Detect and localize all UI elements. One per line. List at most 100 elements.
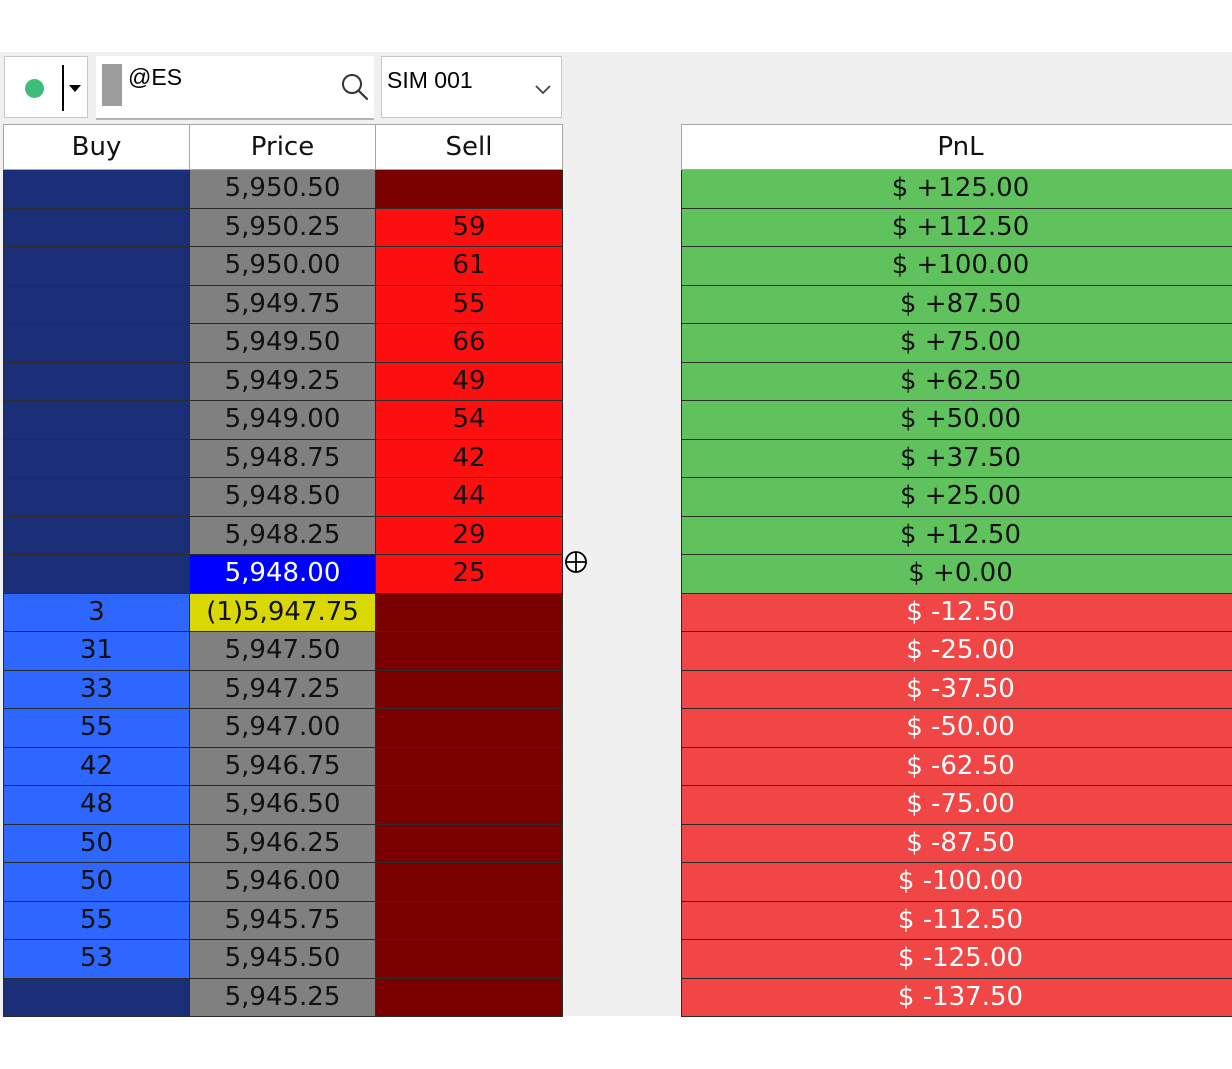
price-cell[interactable]: 5,948.00	[189, 554, 376, 594]
pnl-cell: $ +50.00	[681, 400, 1232, 440]
price-cell[interactable]: 5,949.00	[189, 400, 376, 440]
sell-cell[interactable]: 55	[375, 284, 563, 324]
price-cell[interactable]: 5,945.50	[189, 939, 376, 979]
sell-cell[interactable]: 49	[375, 361, 563, 401]
pnl-row: $ -87.50	[681, 823, 1232, 863]
price-cell[interactable]: 5,949.75	[189, 284, 376, 324]
sell-cell[interactable]	[375, 669, 563, 709]
sell-cell[interactable]	[375, 823, 563, 863]
price-cell[interactable]: 5,948.50	[189, 477, 376, 517]
pnl-cell: $ +87.50	[681, 284, 1232, 324]
buy-cell[interactable]	[3, 323, 190, 363]
pnl-cell: $ -125.00	[681, 939, 1232, 979]
price-column-header[interactable]: Price	[189, 124, 376, 170]
ladder-row: 5,949.25 49	[3, 361, 563, 401]
price-cell[interactable]: 5,946.75	[189, 746, 376, 786]
pnl-row: $ +62.50	[681, 361, 1232, 401]
sell-cell[interactable]: 59	[375, 207, 563, 247]
pnl-cell: $ +0.00	[681, 554, 1232, 594]
pnl-row: $ +37.50	[681, 438, 1232, 478]
price-cell[interactable]: 5,949.25	[189, 361, 376, 401]
account-value: SIM 001	[387, 67, 473, 93]
buy-cell[interactable]: 33	[3, 669, 190, 709]
dom-trading-window: @ES SIM 001 Buy Price Sell 5,950.50 5,950…	[0, 52, 1232, 1017]
price-cell[interactable]: 5,948.75	[189, 438, 376, 478]
buy-cell[interactable]	[3, 169, 190, 209]
buy-cell[interactable]: 31	[3, 631, 190, 671]
sell-column-header[interactable]: Sell	[375, 124, 563, 170]
price-cell[interactable]: 5,947.50	[189, 631, 376, 671]
sell-cell[interactable]: 29	[375, 515, 563, 555]
price-cell[interactable]: 5,950.50	[189, 169, 376, 209]
chevron-down-icon[interactable]	[534, 83, 552, 95]
buy-cell[interactable]	[3, 207, 190, 247]
sell-cell[interactable]	[375, 977, 563, 1017]
buy-cell[interactable]: 55	[3, 900, 190, 940]
sell-cell[interactable]	[375, 708, 563, 748]
sell-cell[interactable]: 42	[375, 438, 563, 478]
account-select[interactable]: SIM 001	[381, 56, 562, 118]
sell-cell[interactable]: 54	[375, 400, 563, 440]
search-icon[interactable]	[340, 72, 370, 102]
price-cell[interactable]: 5,946.25	[189, 823, 376, 863]
symbol-text[interactable]: @ES	[128, 64, 183, 90]
buy-cell[interactable]	[3, 246, 190, 286]
buy-cell[interactable]	[3, 554, 190, 594]
buy-cell[interactable]	[3, 977, 190, 1017]
pnl-row: $ +100.00	[681, 246, 1232, 286]
price-cell[interactable]: 5,946.50	[189, 785, 376, 825]
pnl-cell: $ +62.50	[681, 361, 1232, 401]
sell-cell[interactable]	[375, 746, 563, 786]
pnl-row: $ -137.50	[681, 977, 1232, 1017]
ladder-row: 42 5,946.75	[3, 746, 563, 786]
sell-cell[interactable]	[375, 631, 563, 671]
price-cell[interactable]: (1)5,947.75	[189, 592, 376, 632]
price-cell[interactable]: 5,947.00	[189, 708, 376, 748]
caret-down-icon[interactable]	[69, 85, 81, 92]
sell-cell[interactable]	[375, 785, 563, 825]
symbol-input[interactable]: @ES	[96, 56, 374, 120]
ladder-row: 5,950.00 61	[3, 246, 563, 286]
buy-cell[interactable]	[3, 361, 190, 401]
price-cell[interactable]: 5,950.00	[189, 246, 376, 286]
buy-column-header[interactable]: Buy	[3, 124, 190, 170]
price-cell[interactable]: 5,946.00	[189, 862, 376, 902]
sell-cell[interactable]	[375, 939, 563, 979]
ladder-row: 50 5,946.00	[3, 862, 563, 902]
buy-cell[interactable]: 55	[3, 708, 190, 748]
pnl-column-header[interactable]: PnL	[681, 124, 1232, 170]
buy-cell[interactable]: 53	[3, 939, 190, 979]
price-cell[interactable]: 5,945.25	[189, 977, 376, 1017]
ladder-row: 5,949.75 55	[3, 284, 563, 324]
pnl-row: $ -37.50	[681, 669, 1232, 709]
buy-cell[interactable]	[3, 400, 190, 440]
sell-cell[interactable]	[375, 862, 563, 902]
buy-cell[interactable]: 48	[3, 785, 190, 825]
connection-status-dropdown[interactable]	[4, 56, 88, 118]
buy-cell[interactable]	[3, 515, 190, 555]
pnl-row: $ -75.00	[681, 785, 1232, 825]
pnl-ladder: PnL $ +125.00 $ +112.50 $ +100.00 $ +87.50 $…	[681, 124, 1232, 1017]
buy-cell[interactable]: 3	[3, 592, 190, 632]
pnl-row: $ +87.50	[681, 284, 1232, 324]
buy-cell[interactable]	[3, 284, 190, 324]
sell-cell[interactable]	[375, 592, 563, 632]
pnl-cell: $ -87.50	[681, 823, 1232, 863]
buy-cell[interactable]: 50	[3, 823, 190, 863]
price-cell[interactable]: 5,948.25	[189, 515, 376, 555]
sell-cell[interactable]: 44	[375, 477, 563, 517]
buy-cell[interactable]	[3, 477, 190, 517]
sell-cell[interactable]	[375, 900, 563, 940]
pnl-row: $ -100.00	[681, 862, 1232, 902]
sell-cell[interactable]	[375, 169, 563, 209]
sell-cell[interactable]: 61	[375, 246, 563, 286]
buy-cell[interactable]	[3, 438, 190, 478]
price-cell[interactable]: 5,947.25	[189, 669, 376, 709]
sell-cell[interactable]: 66	[375, 323, 563, 363]
sell-cell[interactable]: 25	[375, 554, 563, 594]
buy-cell[interactable]: 42	[3, 746, 190, 786]
price-cell[interactable]: 5,945.75	[189, 900, 376, 940]
price-cell[interactable]: 5,949.50	[189, 323, 376, 363]
price-cell[interactable]: 5,950.25	[189, 207, 376, 247]
buy-cell[interactable]: 50	[3, 862, 190, 902]
